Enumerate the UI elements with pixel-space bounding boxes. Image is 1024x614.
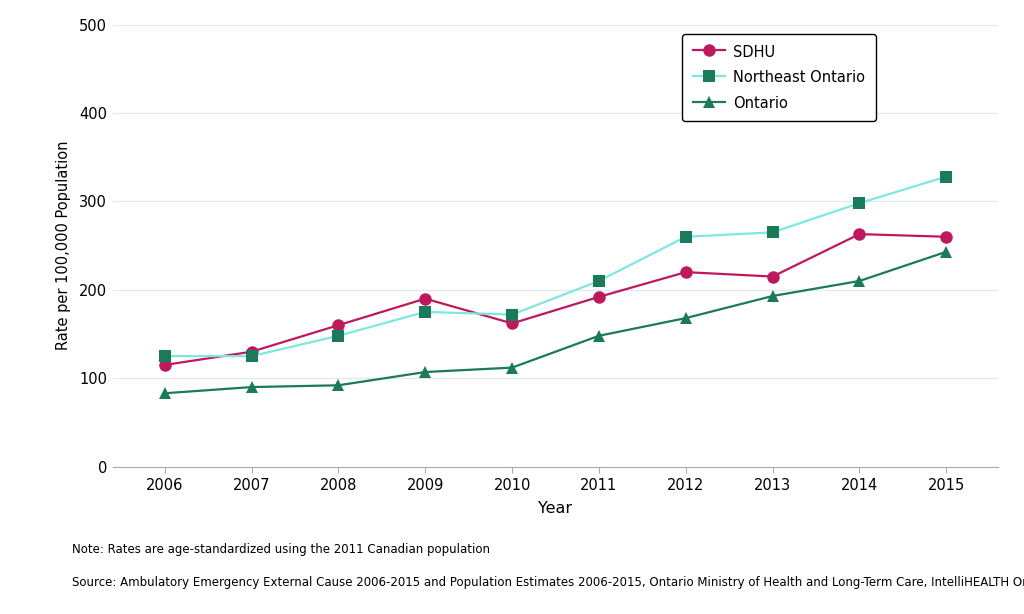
- Northeast Ontario: [767, 228, 779, 236]
- Northeast Ontario: [159, 352, 171, 360]
- SDHU: [680, 268, 692, 276]
- Northeast Ontario: [332, 332, 344, 340]
- Line: Ontario: Ontario: [159, 246, 952, 400]
- Northeast Ontario: [853, 200, 865, 207]
- Ontario: [767, 292, 779, 300]
- Ontario: [246, 383, 258, 391]
- SDHU: [767, 273, 779, 280]
- SDHU: [419, 295, 431, 302]
- SDHU: [506, 320, 518, 327]
- Northeast Ontario: [246, 352, 258, 360]
- Line: SDHU: SDHU: [159, 228, 952, 371]
- SDHU: [940, 233, 952, 241]
- Northeast Ontario: [940, 173, 952, 181]
- Ontario: [506, 364, 518, 371]
- Ontario: [419, 368, 431, 376]
- SDHU: [332, 322, 344, 329]
- Ontario: [332, 382, 344, 389]
- SDHU: [246, 348, 258, 356]
- SDHU: [593, 293, 605, 301]
- X-axis label: Year: Year: [539, 501, 572, 516]
- Ontario: [680, 314, 692, 322]
- Line: Northeast Ontario: Northeast Ontario: [159, 171, 952, 362]
- Text: Source: Ambulatory Emergency External Cause 2006-2015 and Population Estimates 2: Source: Ambulatory Emergency External Ca…: [72, 576, 1024, 589]
- Northeast Ontario: [506, 311, 518, 318]
- Ontario: [853, 278, 865, 285]
- SDHU: [853, 230, 865, 238]
- Northeast Ontario: [680, 233, 692, 241]
- Y-axis label: Rate per 100,000 Population: Rate per 100,000 Population: [55, 141, 71, 351]
- Text: Note: Rates are age-standardized using the 2011 Canadian population: Note: Rates are age-standardized using t…: [72, 543, 489, 556]
- Ontario: [159, 389, 171, 397]
- Ontario: [940, 248, 952, 255]
- Northeast Ontario: [593, 278, 605, 285]
- Legend: SDHU, Northeast Ontario, Ontario: SDHU, Northeast Ontario, Ontario: [682, 34, 876, 121]
- Ontario: [593, 332, 605, 340]
- SDHU: [159, 361, 171, 368]
- Northeast Ontario: [419, 308, 431, 316]
